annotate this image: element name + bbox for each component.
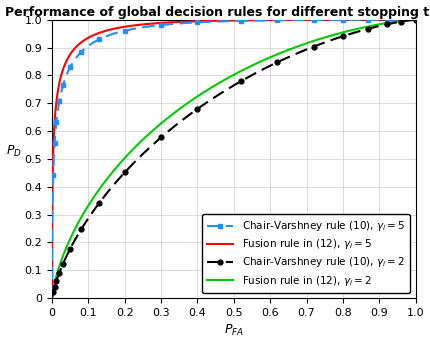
X-axis label: $P_{FA}$: $P_{FA}$ xyxy=(224,323,244,338)
Title: Performance of global decision rules for different stopping times: Performance of global decision rules for… xyxy=(5,6,430,19)
Legend: Chair-Varshney rule (10), $\gamma_i = 5$, Fusion rule in (12), $\gamma_i = 5$, C: Chair-Varshney rule (10), $\gamma_i = 5$… xyxy=(202,214,410,293)
Y-axis label: $P_D$: $P_D$ xyxy=(6,144,22,159)
